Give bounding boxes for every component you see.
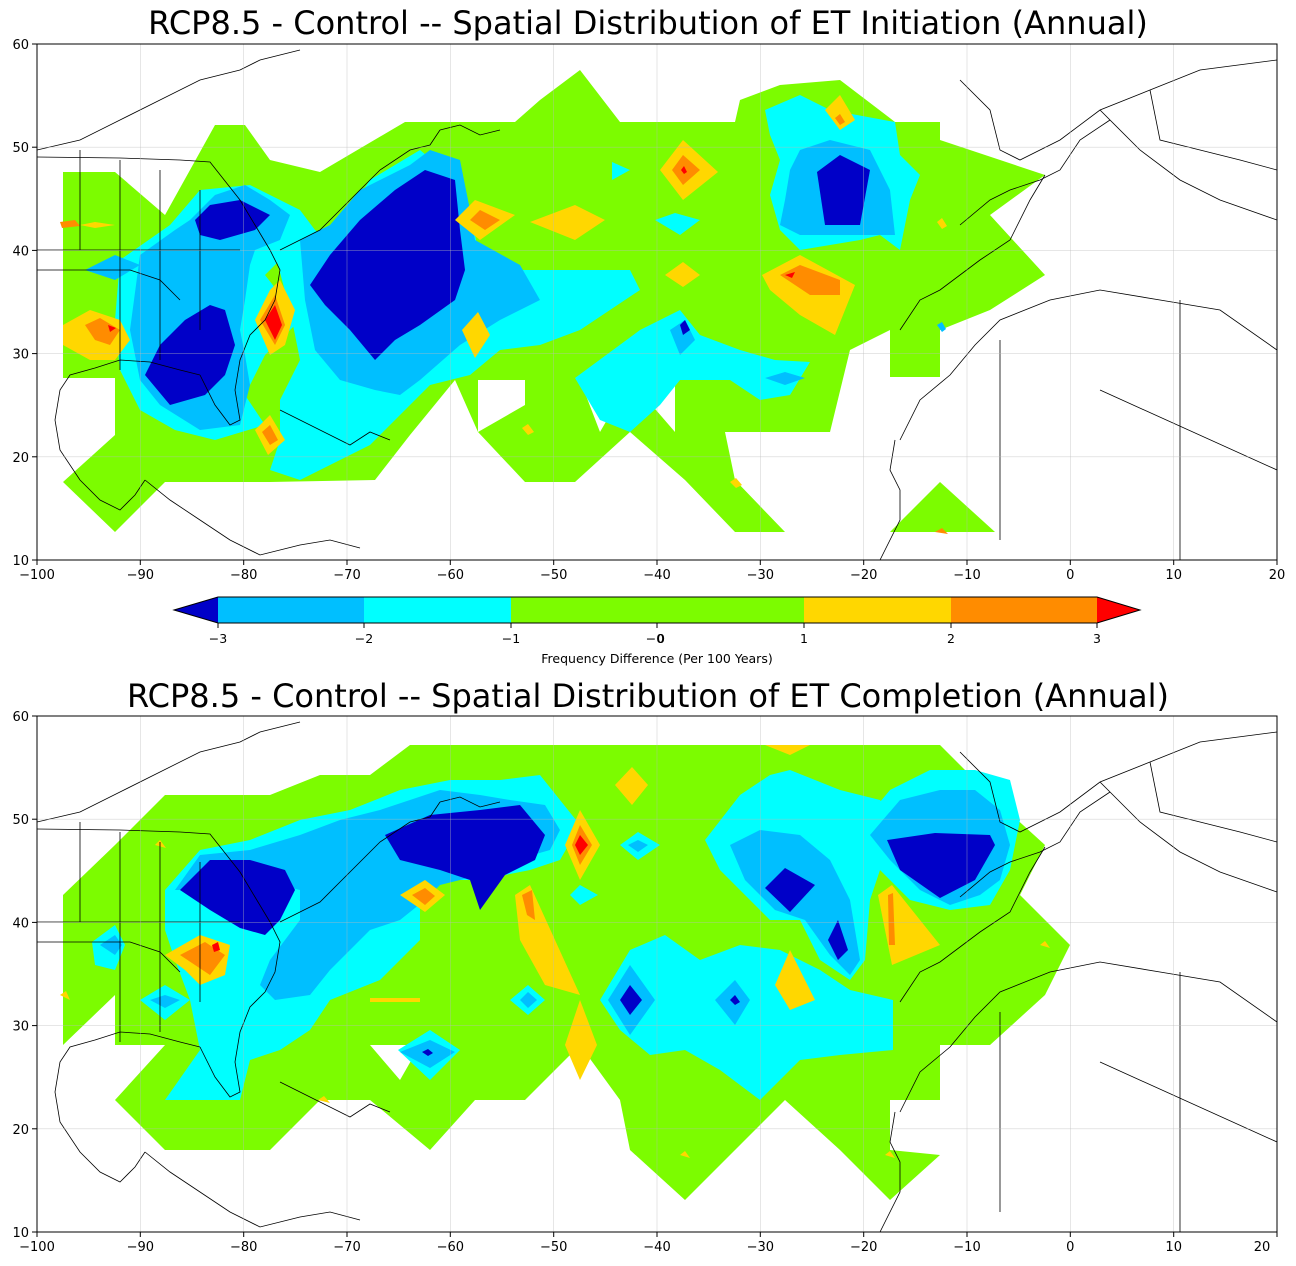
y-tick-label: 10 <box>12 554 29 569</box>
gridlines-initiation <box>37 44 1277 560</box>
colorbar-tick-label: 0 <box>657 631 665 646</box>
colorbar: −3 −2 −1 −0 0 1 2 3 Frequency Difference… <box>172 596 1142 666</box>
colorbar-tick-label: −2 <box>355 631 373 646</box>
colorbar-tick-label: −3 <box>209 631 227 646</box>
x-tick-label: 20 <box>1254 1240 1271 1255</box>
x-tick-label: −30 <box>747 1240 774 1255</box>
colorbar-bin <box>951 597 1097 623</box>
colorbar-bin <box>218 597 364 623</box>
coastlines-completion <box>37 721 1277 1232</box>
x-tick-label: −20 <box>850 1240 877 1255</box>
x-tick-label: −90 <box>127 568 154 583</box>
x-tick-label: −90 <box>127 1240 154 1255</box>
contour-field-completion <box>37 721 1277 1232</box>
map-title-initiation: RCP8.5 - Control -- Spatial Distribution… <box>148 4 1148 42</box>
x-tick-label: −50 <box>540 568 567 583</box>
x-tick-marks-completion <box>36 1232 1278 1237</box>
y-tick-label: 40 <box>12 916 29 931</box>
x-tick-label: −100 <box>19 1240 55 1255</box>
x-tick-label: −100 <box>19 568 55 583</box>
colorbar-bin <box>804 597 951 623</box>
x-tick-label: 0 <box>1066 568 1074 583</box>
x-tick-labels-completion: −100 −90 −80 −70 −60 −50 −40 −30 −20 −10… <box>19 1240 1270 1255</box>
y-tick-label: 20 <box>12 1123 29 1138</box>
y-tick-label: 10 <box>12 1226 29 1241</box>
x-tick-label: −30 <box>747 568 774 583</box>
x-tick-label: 20 <box>1269 568 1286 583</box>
colorbar-tick-label: 3 <box>1093 631 1101 646</box>
x-tick-label: 0 <box>1066 1240 1074 1255</box>
y-tick-label: 60 <box>12 710 29 725</box>
x-tick-label: −20 <box>850 568 877 583</box>
map-title-completion: RCP8.5 - Control -- Spatial Distribution… <box>127 677 1169 715</box>
x-tick-label: −10 <box>953 1240 980 1255</box>
map-panel-completion: −100 −90 −80 −70 −60 −50 −40 −30 −20 −10… <box>12 710 1278 1255</box>
x-tick-label: −50 <box>540 1240 567 1255</box>
x-tick-label: −80 <box>230 1240 257 1255</box>
colorbar-bin <box>364 597 511 623</box>
y-tick-marks-initiation <box>32 43 37 561</box>
y-tick-label: 50 <box>12 141 29 156</box>
x-tick-label: −70 <box>333 1240 360 1255</box>
y-tick-label: 30 <box>12 1020 29 1035</box>
y-tick-label: 60 <box>12 38 29 53</box>
x-tick-label: −10 <box>953 568 980 583</box>
colorbar-bin <box>511 597 804 623</box>
y-tick-marks-completion <box>32 715 37 1233</box>
colorbar-tick-label: 2 <box>947 631 955 646</box>
colorbar-extend-high <box>1097 597 1140 623</box>
colorbar-extend-low <box>174 597 218 623</box>
y-tick-labels-completion: 10 20 30 40 50 60 <box>12 710 29 1241</box>
x-tick-labels-initiation: −100 −90 −80 −70 −60 −50 −40 −30 −20 −10… <box>19 568 1285 583</box>
y-tick-label: 30 <box>12 348 29 363</box>
colorbar-tick-label: −1 <box>502 631 520 646</box>
colorbar-tick-label: 1 <box>800 631 808 646</box>
colorbar-tick-label: −0 <box>646 631 664 646</box>
x-tick-label: −80 <box>230 568 257 583</box>
x-tick-label: −40 <box>643 568 670 583</box>
y-tick-label: 50 <box>12 813 29 828</box>
y-tick-labels-initiation: 10 20 30 40 50 60 <box>12 38 29 569</box>
x-tick-label: 10 <box>1165 1240 1182 1255</box>
x-tick-label: −70 <box>333 568 360 583</box>
y-tick-label: 20 <box>12 451 29 466</box>
coastlines-initiation <box>37 49 1277 560</box>
y-tick-label: 40 <box>12 244 29 259</box>
x-tick-marks-initiation <box>36 560 1278 565</box>
x-tick-label: −60 <box>437 1240 464 1255</box>
x-tick-label: 10 <box>1165 568 1182 583</box>
x-tick-label: −60 <box>437 568 464 583</box>
x-tick-label: −40 <box>643 1240 670 1255</box>
gridlines-completion <box>37 716 1277 1232</box>
map-panel-initiation: −100 −90 −80 −70 −60 −50 −40 −30 −20 −10… <box>12 38 1285 583</box>
colorbar-label: Frequency Difference (Per 100 Years) <box>541 651 772 666</box>
